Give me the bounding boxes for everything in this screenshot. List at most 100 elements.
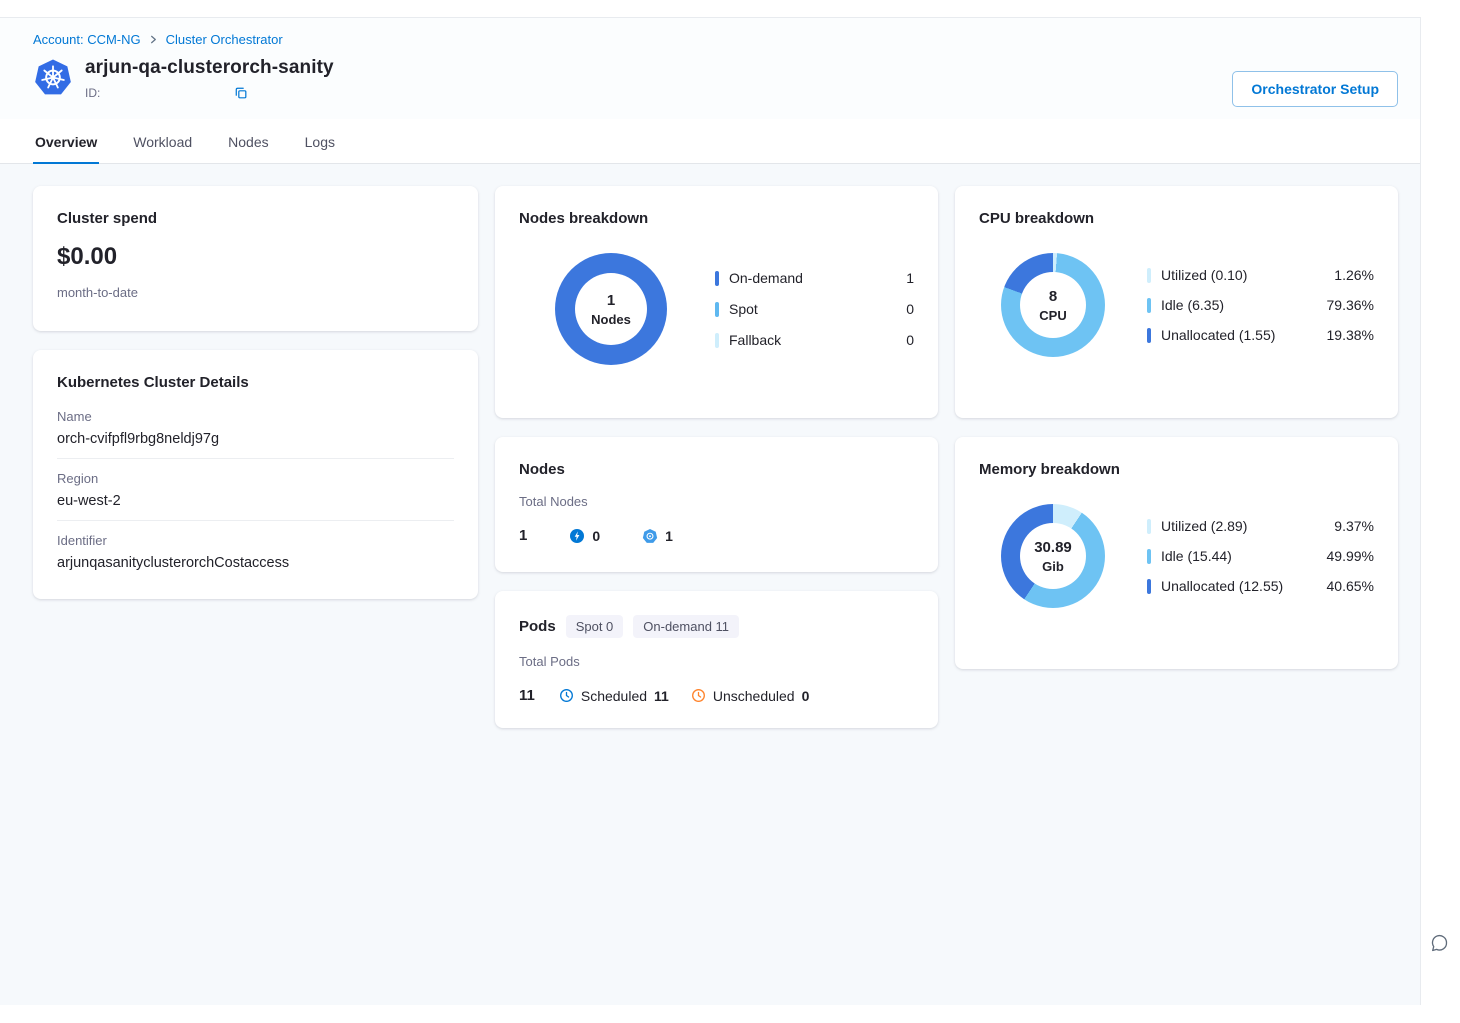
memory-breakdown-chart: 30.89 Gib Utilized (2.89) 9.37% Idle (15: [979, 504, 1374, 608]
scheduled-label: Scheduled: [581, 688, 647, 704]
scheduled-count: 11: [654, 688, 669, 704]
page-title: arjun-qa-clusterorch-sanity: [85, 57, 334, 79]
legend-swatch: [1147, 328, 1151, 343]
on-demand-pods-badge: On-demand 11: [633, 615, 739, 638]
legend-value: 0: [906, 301, 914, 317]
cluster-spend-amount: $0.00: [57, 243, 454, 271]
pods-stat-row: 11 Scheduled 11: [519, 687, 914, 704]
legend-label: Idle (15.44): [1161, 548, 1232, 564]
cluster-details-title: Kubernetes Cluster Details: [57, 374, 454, 391]
on-demand-nodes-count: 1: [665, 528, 673, 544]
breadcrumb-account-link[interactable]: Account: CCM-NG: [33, 32, 141, 47]
memory-donut-unit: Gib: [1042, 559, 1064, 574]
copy-icon[interactable]: [234, 86, 248, 100]
nodes-card-title: Nodes: [519, 461, 914, 478]
cluster-details-card: Kubernetes Cluster Details Name orch-cvi…: [33, 350, 478, 599]
nodes-donut-value: 1: [607, 292, 615, 309]
cluster-id-label: ID:: [85, 86, 100, 100]
legend-value: 1.26%: [1334, 267, 1374, 283]
pods-title-row: Pods Spot 0 On-demand 11: [519, 615, 914, 638]
nodes-donut-unit: Nodes: [591, 312, 631, 327]
middle-column: Nodes breakdown 1 Nodes On-demand 1: [495, 186, 938, 728]
nodes-card: Nodes Total Nodes 1 0: [495, 437, 938, 572]
legend-label: Unallocated (12.55): [1161, 578, 1283, 594]
page-header: Account: CCM-NG Cluster Orchestrator: [0, 18, 1420, 119]
total-pods-label: Total Pods: [519, 654, 914, 669]
header-row: arjun-qa-clusterorch-sanity ID: Orchestr…: [33, 57, 1398, 107]
overview-content: Cluster spend $0.00 month-to-date Kubern…: [0, 164, 1420, 1005]
unscheduled-clock-icon: [691, 688, 706, 703]
title-block: arjun-qa-clusterorch-sanity ID:: [33, 57, 334, 100]
on-demand-nodes-stat: 1: [642, 528, 673, 544]
nodes-donut-center: 1 Nodes: [555, 253, 667, 365]
nodes-breakdown-chart: 1 Nodes On-demand 1 Spot 0: [519, 253, 914, 365]
total-nodes-value: 1: [519, 527, 527, 544]
legend-swatch: [1147, 519, 1151, 534]
cpu-breakdown-title: CPU breakdown: [979, 210, 1374, 227]
legend-label: Spot: [729, 301, 758, 317]
tab-nodes[interactable]: Nodes: [226, 119, 270, 163]
legend-label: Utilized (2.89): [1161, 518, 1247, 534]
legend-value: 1: [906, 270, 914, 286]
legend-swatch: [715, 302, 719, 317]
detail-label: Identifier: [57, 533, 454, 548]
left-column: Cluster spend $0.00 month-to-date Kubern…: [33, 186, 478, 728]
detail-value: eu-west-2: [57, 493, 454, 509]
legend-item-utilized: Utilized (0.10) 1.26%: [1147, 267, 1374, 283]
detail-field-identifier: Identifier arjunqasanityclusterorchCosta…: [57, 521, 454, 575]
cpu-breakdown-legend: Utilized (0.10) 1.26% Idle (6.35) 79.36%…: [1147, 267, 1374, 343]
right-column: CPU breakdown 8 CPU Utilized (0.10) 1.26…: [955, 186, 1398, 728]
nodes-stat-row: 1 0: [519, 527, 914, 544]
legend-label: Idle (6.35): [1161, 297, 1224, 313]
chat-help-button[interactable]: [1429, 933, 1450, 954]
tab-bar: Overview Workload Nodes Logs: [0, 119, 1420, 164]
legend-swatch: [1147, 268, 1151, 283]
cpu-breakdown-chart: 8 CPU Utilized (0.10) 1.26% Idle (6.35): [979, 253, 1374, 357]
legend-swatch: [1147, 549, 1151, 564]
memory-donut-value: 30.89: [1034, 539, 1072, 556]
breadcrumb-chevron-icon: [149, 35, 158, 44]
legend-value: 0: [906, 332, 914, 348]
breadcrumb: Account: CCM-NG Cluster Orchestrator: [33, 32, 1398, 47]
detail-label: Name: [57, 409, 454, 424]
tab-logs[interactable]: Logs: [303, 119, 337, 163]
legend-item-spot: Spot 0: [715, 301, 914, 317]
tab-overview[interactable]: Overview: [33, 119, 99, 163]
cluster-id-row: ID:: [85, 86, 334, 100]
cpu-breakdown-card: CPU breakdown 8 CPU Utilized (0.10) 1.26…: [955, 186, 1398, 418]
cluster-spend-card: Cluster spend $0.00 month-to-date: [33, 186, 478, 331]
spot-pods-badge: Spot 0: [566, 615, 624, 638]
nodes-donut-chart: 1 Nodes: [555, 253, 667, 365]
legend-label: Fallback: [729, 332, 781, 348]
memory-donut-center: 30.89 Gib: [1001, 504, 1105, 608]
app-window: Account: CCM-NG Cluster Orchestrator: [0, 17, 1421, 1005]
orchestrator-setup-button[interactable]: Orchestrator Setup: [1232, 71, 1398, 107]
legend-value: 40.65%: [1327, 578, 1374, 594]
breadcrumb-section-link[interactable]: Cluster Orchestrator: [166, 32, 283, 47]
nodes-breakdown-legend: On-demand 1 Spot 0 Fallback 0: [715, 270, 914, 348]
legend-item-unallocated: Unallocated (12.55) 40.65%: [1147, 578, 1374, 594]
legend-label: On-demand: [729, 270, 803, 286]
tab-workload[interactable]: Workload: [131, 119, 194, 163]
spot-nodes-stat: 0: [569, 528, 600, 544]
unscheduled-label: Unscheduled: [713, 688, 795, 704]
title-text: arjun-qa-clusterorch-sanity ID:: [85, 57, 334, 100]
legend-item-idle: Idle (6.35) 79.36%: [1147, 297, 1374, 313]
spot-nodes-count: 0: [592, 528, 600, 544]
cluster-spend-title: Cluster spend: [57, 210, 454, 227]
chat-bubble-icon: [1429, 933, 1450, 954]
legend-swatch: [1147, 579, 1151, 594]
nodes-breakdown-title: Nodes breakdown: [519, 210, 914, 227]
on-demand-icon: [642, 528, 658, 544]
memory-breakdown-title: Memory breakdown: [979, 461, 1374, 478]
pods-card: Pods Spot 0 On-demand 11 Total Pods 11: [495, 591, 938, 728]
memory-breakdown-legend: Utilized (2.89) 9.37% Idle (15.44) 49.99…: [1147, 518, 1374, 594]
unscheduled-count: 0: [802, 688, 810, 704]
memory-donut-chart: 30.89 Gib: [1001, 504, 1105, 608]
legend-swatch: [715, 333, 719, 348]
legend-value: 19.38%: [1327, 327, 1374, 343]
detail-value: orch-cvifpfl9rbg8neldj97g: [57, 431, 454, 447]
detail-field-region: Region eu-west-2: [57, 459, 454, 521]
legend-value: 9.37%: [1334, 518, 1374, 534]
cpu-donut-unit: CPU: [1039, 308, 1066, 323]
